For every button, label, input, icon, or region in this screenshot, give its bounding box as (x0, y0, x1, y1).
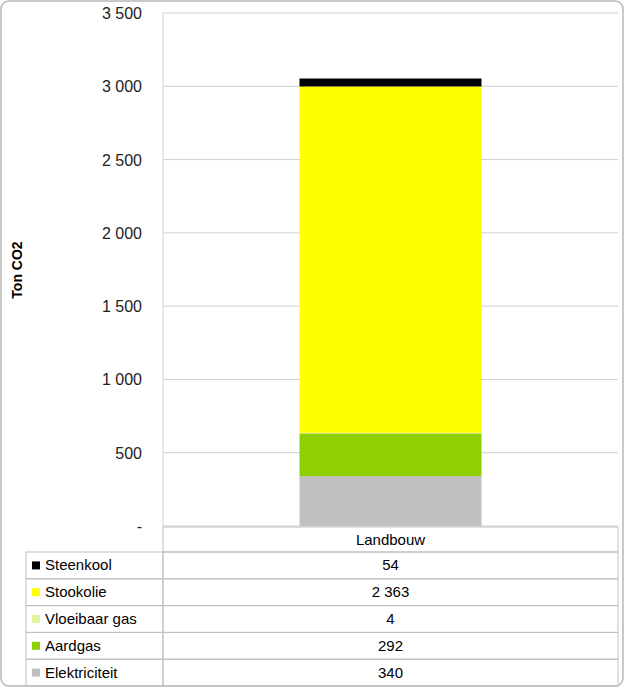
table-value: 2 363 (372, 583, 410, 600)
table-value-cell (163, 632, 618, 659)
y-axis-label: Ton CO2 (9, 241, 25, 299)
tick-label: - (137, 518, 142, 535)
tick-label: 2 500 (102, 152, 142, 169)
tick-label: 3 000 (102, 78, 142, 95)
legend-swatch (32, 588, 40, 596)
bar-segment (300, 86, 482, 432)
table-value: 54 (382, 556, 399, 573)
tick-label: 1 500 (102, 298, 142, 315)
frame (1, 1, 623, 686)
table-value: 340 (378, 664, 403, 681)
bar-segment (300, 476, 482, 526)
y-axis-line (163, 13, 164, 526)
legend-label: Elektriciteit (45, 664, 118, 681)
legend-swatch (32, 615, 40, 623)
chart: - 500 1 000 1 500 2 000 2 500 3 000 3 500 Ton CO… (0, 0, 625, 688)
legend-label: Vloeibaar gas (45, 610, 137, 627)
table-value-cell (163, 659, 618, 686)
legend-label: Stookolie (45, 583, 107, 600)
table-value: 4 (386, 610, 394, 627)
legend-swatch (32, 669, 40, 677)
tick-label: 3 500 (102, 5, 142, 22)
legend-swatch (32, 642, 40, 650)
bar-segment (300, 79, 482, 87)
legend-swatch (32, 561, 40, 569)
table-legend-cell (26, 552, 163, 579)
legend-label: Aardgas (45, 637, 101, 654)
tick-label: 500 (115, 445, 142, 462)
tick-label: 1 000 (102, 371, 142, 388)
table-value-cell (163, 552, 618, 579)
legend-label: Steenkool (45, 556, 112, 573)
table-value-cell (163, 579, 618, 606)
table-value-cell (163, 606, 618, 633)
table-legend-cell (26, 579, 163, 606)
tick-label: 2 000 (102, 225, 142, 242)
table-value: 292 (378, 637, 403, 654)
table-legend-cell (26, 606, 163, 633)
table-header-cell (163, 527, 618, 552)
grid-line (163, 13, 618, 14)
bars (300, 79, 482, 526)
category-label: Landbouw (356, 531, 425, 548)
table-legend-cell (26, 632, 163, 659)
bar-segment (300, 433, 482, 476)
table-legend-cell (26, 659, 163, 686)
